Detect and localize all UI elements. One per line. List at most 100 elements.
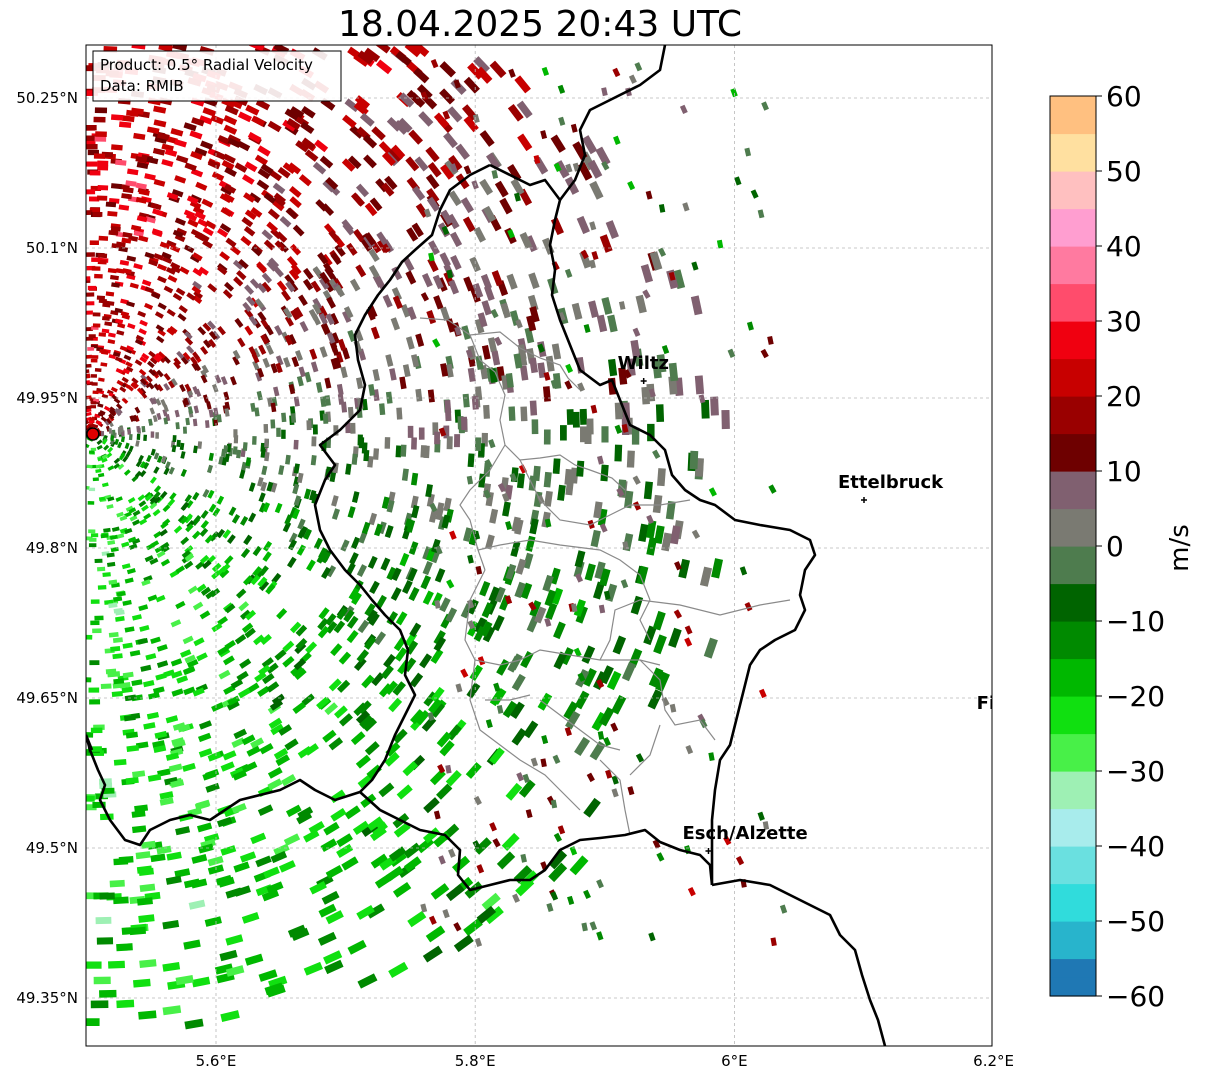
echo-gate [96,937,114,945]
echo-gate [106,561,116,567]
echo-gate [581,645,596,664]
echo-gate [460,668,469,678]
echo-gate [90,358,98,363]
echo-gate [140,373,148,382]
echo-gate [222,655,235,666]
echo-gate [505,373,514,388]
echo-gate [545,355,555,372]
colorbar-segment [1050,902,1096,922]
echo-gate [189,130,203,140]
echo-gate [303,961,324,976]
echo-gate [144,302,154,310]
echo-gate [131,538,141,545]
echo-gate [436,783,453,800]
echo-gate [153,530,162,539]
echo-gate [145,216,156,224]
echo-gate [411,437,417,450]
echo-gate [470,287,481,303]
echo-gate [550,134,566,153]
echo-gate [420,91,429,101]
echo-gate [112,351,121,358]
echo-gate [684,625,693,635]
echo-gate [113,397,121,404]
colorbar-segment [1050,208,1096,228]
echo-gate [267,778,283,791]
echo-gate [193,637,205,647]
echo-gate [524,327,535,344]
echo-gate [251,353,260,364]
echo-gate [276,280,288,292]
echo-gate [258,664,271,676]
echo-gate [687,886,696,897]
echo-gate [344,805,361,820]
echo-gate [93,116,106,123]
colorbar-segment [1050,846,1096,866]
echo-gate [233,429,238,438]
echo-gate [621,423,629,433]
echo-gate [391,567,402,582]
echo-gate [102,316,110,321]
echo-gate [292,701,306,714]
echo-gate [228,506,237,517]
echo-gate [601,87,608,97]
echo-gate [611,695,627,715]
echo-gate [295,140,309,153]
echo-gate [297,518,306,530]
echo-gate [297,806,314,820]
echo-gate [384,751,400,767]
echo-gate [564,380,573,390]
echo-gate [149,407,156,415]
echo-gate [655,671,670,692]
echo-gate [324,266,336,280]
echo-gate [134,338,144,346]
echo-gate [528,272,540,290]
echo-gate [586,418,594,435]
echo-gate [132,978,151,988]
echo-gate [422,945,443,963]
echo-gate [138,1010,157,1020]
echo-gate [132,770,146,778]
echo-gate [321,890,340,905]
echo-gate [202,489,210,498]
echo-gate [141,425,146,433]
echo-gate [252,545,262,557]
echo-gate [110,183,122,190]
echo-gate [254,298,265,309]
echo-gate [191,362,199,371]
echo-gate [252,360,260,371]
echo-gate [114,307,123,314]
echo-gate [544,589,557,607]
echo-gate [177,514,187,524]
echo-gate [129,415,135,423]
echo-gate [184,494,193,503]
echo-gate [318,903,337,918]
echo-gate [596,678,605,689]
echo-gate [328,229,341,243]
echo-gate [318,277,330,290]
echo-gate [126,568,136,575]
echo-gate [174,868,191,878]
echo-gate [86,408,92,413]
echo-gate [86,411,92,417]
echo-gate [131,377,139,385]
echo-gate [271,693,286,706]
lat-tick-label: 49.95°N [16,389,78,407]
echo-gate [711,558,724,579]
echo-gate [262,551,272,562]
echo-gate [407,425,414,438]
echo-gate [268,257,280,269]
echo-gate [400,444,407,457]
echo-gate [92,390,99,395]
echo-gate [89,746,102,752]
echo-gate [138,454,144,462]
echo-gate [265,583,276,595]
echo-gate [107,446,114,454]
colorbar-segment [1050,227,1096,247]
echo-gate [529,357,539,374]
echo-gate [181,501,190,511]
echo-gate [373,631,387,646]
echo-gate [254,154,269,166]
echo-gate [231,514,241,524]
echo-gate [191,285,202,295]
